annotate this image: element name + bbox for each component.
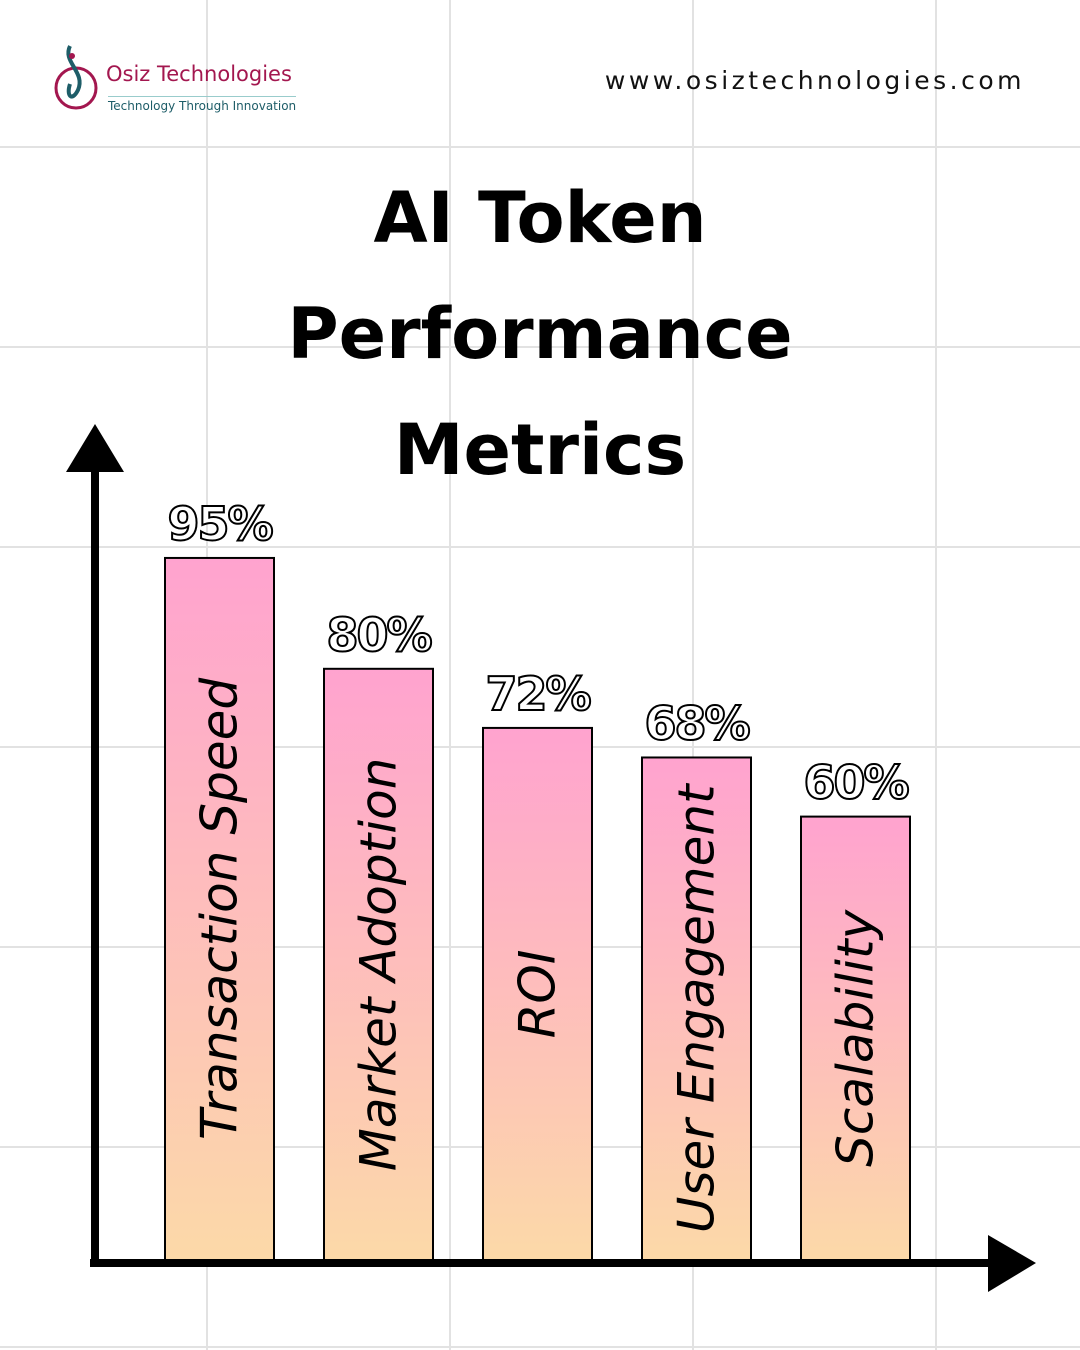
website-url: www.osiztechnologies.com (604, 66, 1025, 95)
category-label: Scalability (827, 908, 885, 1166)
bar (323, 667, 434, 1261)
category-label: User Engagement (668, 782, 726, 1233)
brand-name: Osiz Technologies (106, 62, 292, 86)
bar (641, 756, 752, 1261)
value-label: 60% (803, 756, 908, 810)
value-label: 80% (326, 608, 431, 662)
chart-title: AI Token Performance Metrics (287, 177, 793, 491)
category-label: Market Adoption (350, 758, 408, 1172)
value-label: 68% (644, 696, 749, 750)
logo-icon (54, 45, 98, 110)
bar (164, 556, 275, 1261)
axes (66, 424, 1036, 1292)
category-label: Transaction Speed (191, 678, 249, 1140)
brand-tagline: Technology Through Innovation (108, 96, 297, 113)
bar (800, 815, 911, 1261)
value-label: 95% (167, 497, 272, 551)
category-label: ROI (509, 950, 567, 1039)
value-label: 72% (485, 667, 590, 721)
bar (482, 726, 593, 1261)
